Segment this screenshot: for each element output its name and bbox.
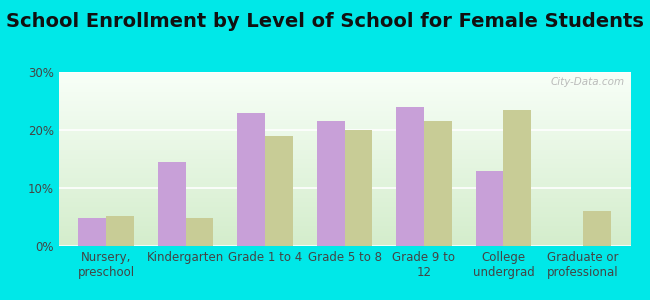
Bar: [344, 130, 372, 246]
Bar: [237, 112, 265, 246]
Text: School Enrollment by Level of School for Female Students: School Enrollment by Level of School for…: [6, 12, 644, 31]
Text: City-Data.com: City-Data.com: [551, 77, 625, 87]
Bar: [317, 121, 345, 246]
Bar: [186, 218, 213, 246]
Bar: [158, 162, 186, 246]
Bar: [503, 110, 531, 246]
Bar: [424, 121, 452, 246]
Bar: [396, 107, 424, 246]
Bar: [476, 171, 503, 246]
Bar: [265, 136, 293, 246]
Bar: [583, 211, 610, 246]
Bar: [106, 216, 134, 246]
Bar: [79, 218, 106, 246]
